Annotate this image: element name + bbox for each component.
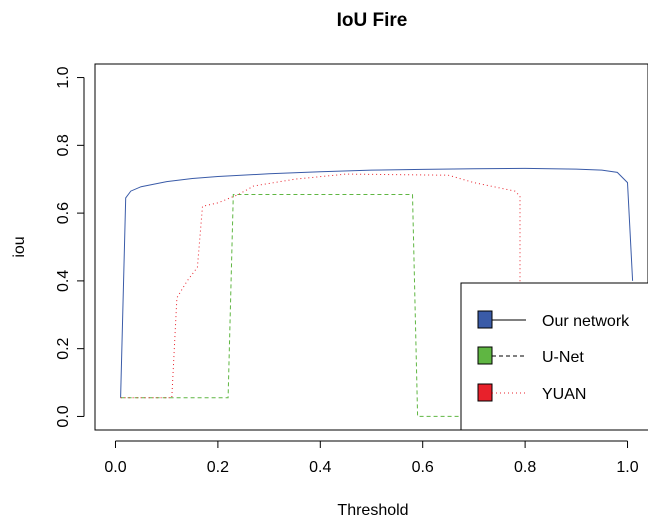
- y-tick-label: 1.0: [55, 66, 72, 88]
- legend-label: U-Net: [542, 349, 584, 366]
- y-tick-label: 0.6: [55, 202, 72, 224]
- legend-label: Our network: [542, 313, 630, 330]
- legend-swatch: [477, 310, 493, 329]
- legend: Our network U-Net YUAN: [460, 282, 648, 431]
- x-axis-label: Threshold: [337, 502, 408, 518]
- legend-swatch: [477, 346, 493, 365]
- x-tick-label: 1.0: [616, 459, 638, 476]
- y-tick-label: 0.8: [55, 134, 72, 156]
- y-tick-label: 0.0: [55, 405, 72, 427]
- series-layer: [120, 167, 634, 417]
- legend-swatch: [477, 383, 493, 402]
- y-tick-label: 0.2: [55, 337, 72, 359]
- x-tick-label: 0.8: [514, 459, 536, 476]
- series-line-2: [120, 173, 521, 399]
- y-axis: 0.0 0.2 0.4 0.6 0.8 1.0: [55, 66, 85, 428]
- legend-label: YUAN: [542, 386, 586, 403]
- x-tick-label: 0.2: [207, 459, 229, 476]
- x-tick-label: 0.4: [309, 459, 331, 476]
- y-tick-label: 0.4: [55, 270, 72, 292]
- x-tick-label: 0.0: [104, 459, 126, 476]
- chart-title: IoU Fire: [337, 10, 408, 31]
- x-axis: 0.0 0.2 0.4 0.6 0.8 1.0: [104, 440, 639, 476]
- plot-frame: [94, 63, 648, 431]
- x-tick-label: 0.6: [412, 459, 434, 476]
- y-axis-label: iou: [11, 236, 28, 257]
- series-line-1: [120, 194, 464, 417]
- series-line-0: [120, 167, 634, 398]
